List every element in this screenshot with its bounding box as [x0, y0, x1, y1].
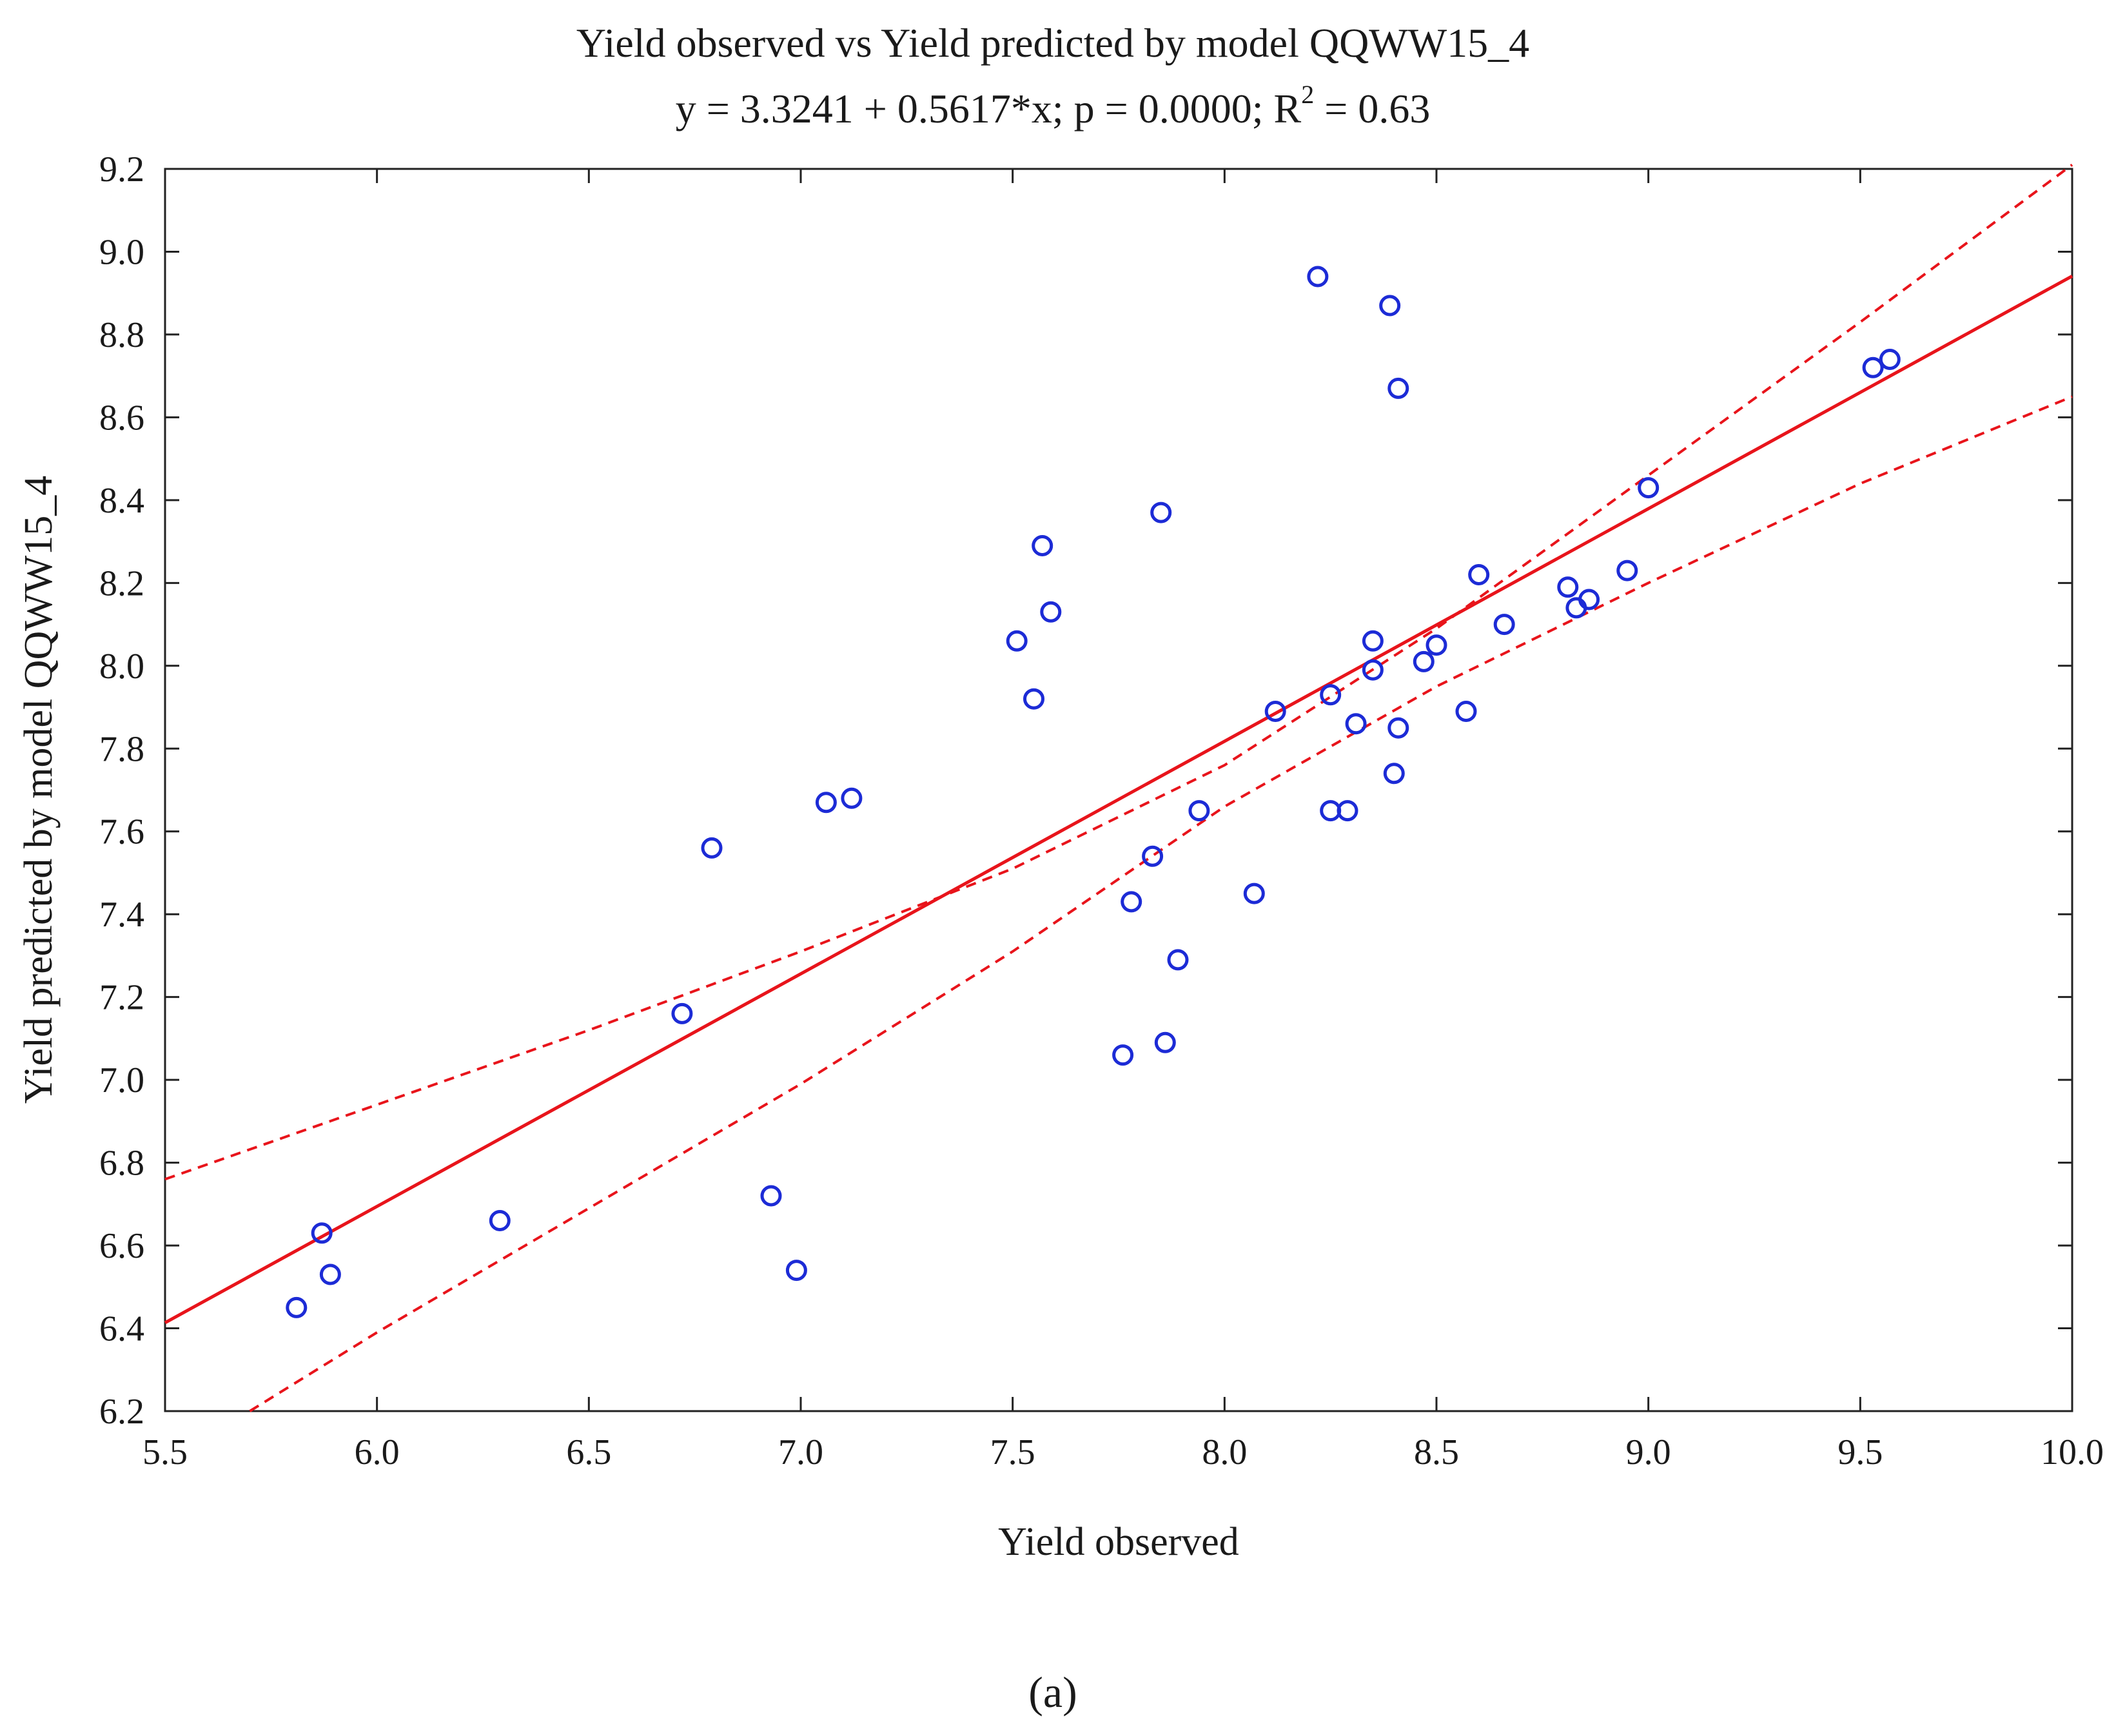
data-point: [1243, 883, 1265, 904]
data-point: [1468, 564, 1490, 585]
data-point: [1638, 477, 1660, 499]
data-point: [1379, 295, 1401, 317]
data-point: [1112, 1044, 1134, 1066]
y-tick-label: 9.0: [99, 232, 144, 272]
x-tick-label: 7.5: [990, 1432, 1035, 1472]
data-point: [489, 1210, 511, 1231]
subtitle-tail: = 0.63: [1314, 86, 1430, 132]
data-point: [1142, 845, 1164, 867]
subtitle-superscript: 2: [1301, 80, 1314, 109]
figure-caption: (a): [1028, 1668, 1077, 1717]
y-tick-label: 7.4: [99, 895, 144, 935]
confidence-band-lower: [249, 395, 2073, 1412]
data-point: [1154, 1031, 1176, 1053]
y-tick-label: 8.6: [99, 398, 144, 438]
data-point: [1362, 659, 1384, 681]
data-point: [1493, 614, 1515, 636]
data-point: [1023, 688, 1044, 710]
x-tick-label: 6.0: [355, 1432, 400, 1472]
data-point: [1879, 349, 1901, 370]
data-point: [1387, 717, 1409, 739]
y-tick-label: 7.6: [99, 812, 144, 852]
y-axis-ticks: 6.2 6.4 6.6 6.8 7.0 7.2 7.4 7.6 7.8 8.0 8.2 8.4 8.6 8…: [99, 150, 2072, 1432]
y-axis-label: Yield predicted by model QQWW15_4: [17, 476, 61, 1104]
y-tick-label: 7.2: [99, 978, 144, 1018]
x-tick-label: 5.5: [142, 1432, 188, 1472]
data-point: [1557, 576, 1579, 598]
data-point: [1264, 701, 1286, 722]
y-tick-label: 6.2: [99, 1392, 144, 1432]
data-point: [701, 837, 723, 859]
data-point: [760, 1185, 782, 1207]
y-tick-label: 7.8: [99, 729, 144, 769]
y-tick-label: 8.2: [99, 563, 144, 603]
data-point: [1616, 560, 1638, 581]
data-point: [1383, 763, 1405, 785]
data-point: [319, 1263, 341, 1285]
data-point: [1040, 601, 1062, 623]
x-axis-ticks: 5.5 6.0 6.5 7.0 7.5 8.0 8.5 9.0 9.5 10.0: [142, 169, 2104, 1472]
data-point: [1307, 266, 1329, 288]
data-point: [1121, 891, 1142, 913]
data-point: [815, 792, 837, 814]
y-tick-label: 9.2: [99, 150, 144, 190]
data-point: [1345, 713, 1367, 735]
data-point: [1167, 949, 1189, 971]
data-point: [1362, 630, 1384, 652]
x-tick-label: 6.5: [566, 1432, 611, 1472]
data-point: [1862, 356, 1884, 378]
subtitle-main: y = 3.3241 + 0.5617*x; p = 0.0000; R: [676, 86, 1302, 132]
data-point: [1455, 701, 1477, 722]
y-tick-label: 8.8: [99, 315, 144, 355]
x-tick-label: 8.0: [1202, 1432, 1247, 1472]
plot-frame: [164, 168, 2073, 1412]
data-point: [785, 1260, 807, 1282]
data-point: [1188, 800, 1210, 822]
x-tick-label: 8.5: [1414, 1432, 1459, 1472]
x-tick-label: 9.0: [1626, 1432, 1671, 1472]
confidence-band-upper: [164, 163, 2073, 1181]
data-point: [1032, 535, 1053, 556]
data-point: [671, 1002, 693, 1024]
y-tick-label: 6.4: [99, 1309, 144, 1349]
data-point: [841, 787, 863, 809]
y-tick-label: 6.6: [99, 1226, 144, 1266]
regression-line-group: [164, 275, 2073, 1325]
y-tick-label: 6.8: [99, 1144, 144, 1184]
data-point: [1413, 650, 1435, 672]
x-axis-label: Yield observed: [998, 1520, 1239, 1564]
chart-title: Yield observed vs Yield predicted by mod…: [576, 20, 1529, 66]
data-point: [1006, 630, 1028, 652]
regression-line: [164, 275, 2073, 1325]
x-tick-label: 10.0: [2041, 1432, 2104, 1472]
data-point: [286, 1296, 308, 1318]
data-points: [286, 266, 1901, 1318]
confidence-band: [164, 163, 2073, 1412]
data-point: [1150, 502, 1172, 523]
data-point: [1425, 634, 1447, 656]
data-point: [311, 1222, 333, 1244]
data-point: [1320, 684, 1342, 706]
data-point: [1387, 377, 1409, 399]
chart-subtitle: y = 3.3241 + 0.5617*x; p = 0.0000; R2 = …: [676, 80, 1431, 132]
x-tick-label: 7.0: [778, 1432, 823, 1472]
data-point: [1337, 800, 1358, 822]
y-tick-label: 7.0: [99, 1060, 144, 1100]
data-point: [1578, 589, 1600, 610]
y-tick-label: 8.0: [99, 647, 144, 687]
y-tick-label: 8.4: [99, 481, 144, 521]
x-tick-label: 9.5: [1837, 1432, 1883, 1472]
